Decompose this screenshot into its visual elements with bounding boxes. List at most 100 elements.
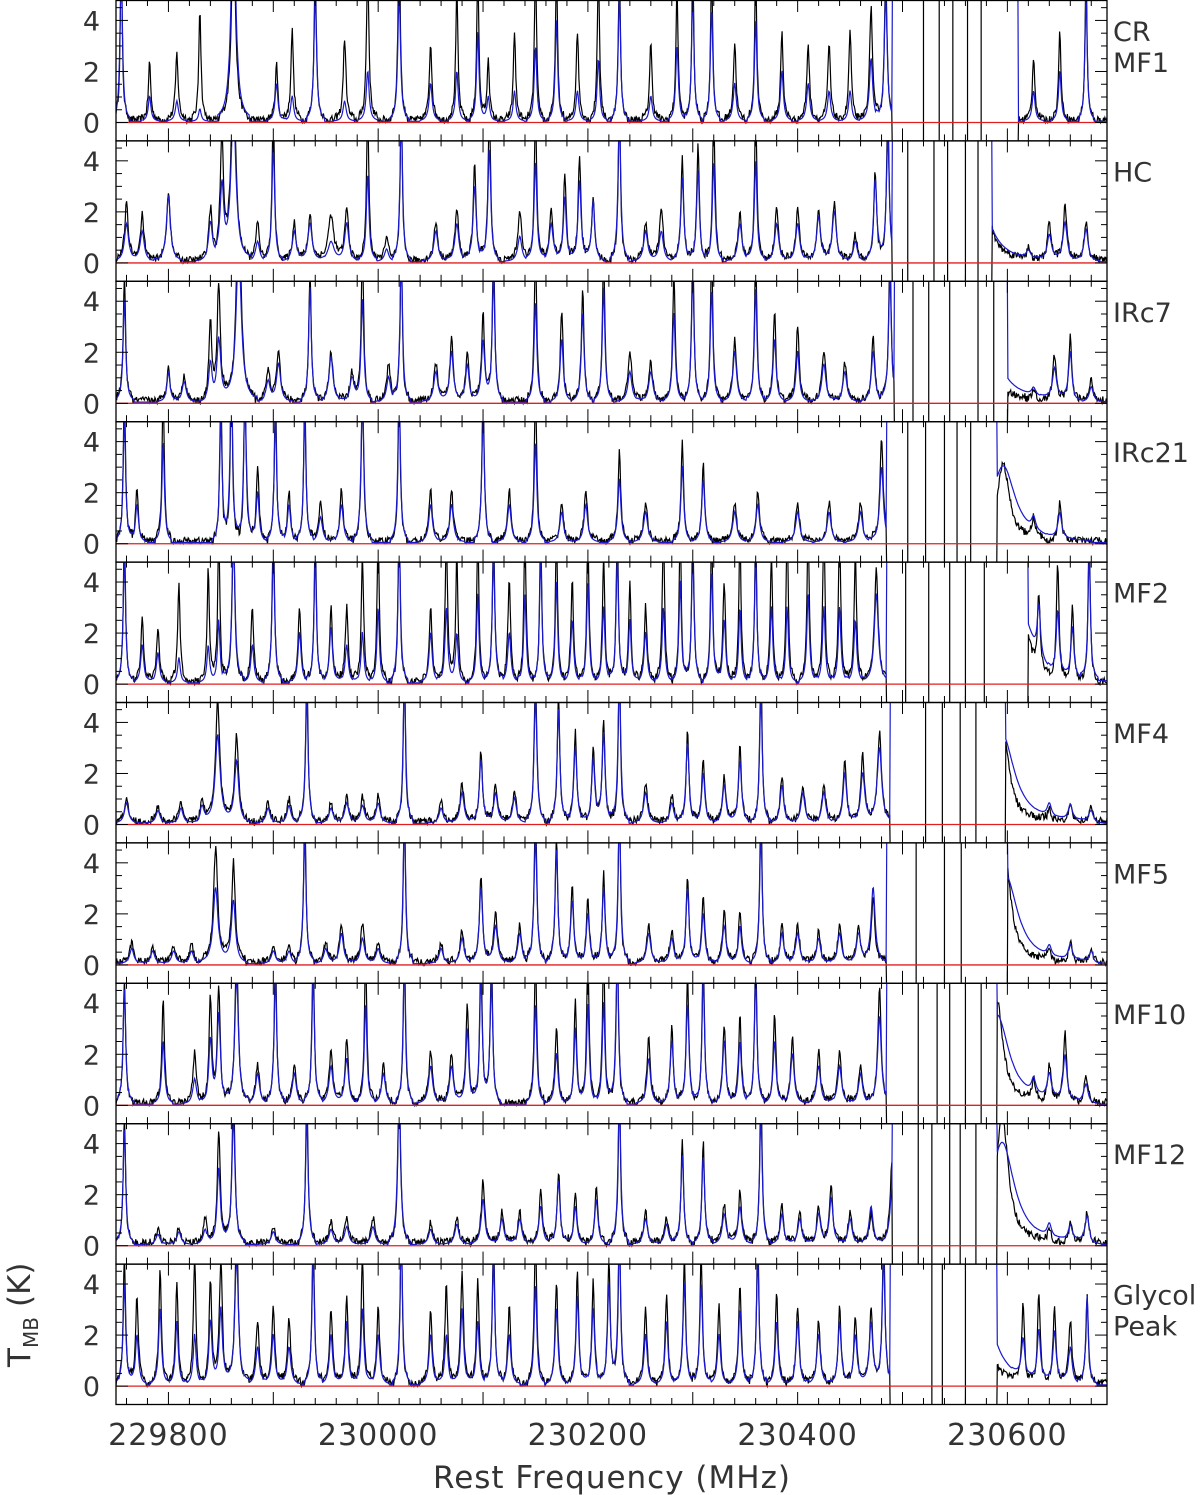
y-axis-label: T MB (K) — [2, 1262, 43, 1368]
panel-mf2: 0 2 4 MF2 — [83, 561, 1169, 704]
panel-frame — [115, 1263, 1108, 1406]
panel-plot-area — [116, 421, 1107, 562]
y-tick-label: 2 — [83, 198, 100, 229]
panel-irc21: 0 2 4 IRc21 — [83, 421, 1189, 563]
y-tick-label: 0 — [83, 249, 100, 280]
panel-frame — [115, 982, 1108, 1125]
observed-spectrum-line — [116, 1263, 1107, 1404]
panel-frame — [115, 701, 1108, 844]
y-tick-label: 0 — [83, 530, 100, 561]
panel-irc7: 0 2 4 IRc7 — [83, 280, 1172, 423]
panel-label: Peak — [1113, 1312, 1177, 1343]
x-tick-label: 230600 — [947, 1418, 1068, 1453]
x-axis: 229800 230000 230200 230400 230600 — [108, 1418, 1068, 1453]
model-spectrum-line — [116, 1123, 1107, 1247]
x-axis-label: Rest Frequency (MHz) — [433, 1460, 791, 1495]
y-tick-label: 4 — [83, 989, 100, 1020]
x-tick-label: 229800 — [108, 1418, 229, 1453]
y-tick-label: 4 — [83, 849, 100, 880]
panel-plot-area — [116, 982, 1107, 1124]
y-tick-label: 4 — [83, 708, 100, 739]
model-spectrum-line — [116, 702, 1107, 825]
panel-plot-area — [116, 561, 1107, 702]
y-tick-label: 2 — [83, 479, 100, 510]
x-tick-label: 230400 — [737, 1418, 858, 1453]
y-tick-label: 2 — [83, 57, 100, 88]
panel-frame — [115, 421, 1108, 563]
panel-label: MF12 — [1113, 1140, 1186, 1171]
panel-hc: 0 2 4 HC — [83, 140, 1152, 282]
x-tick-label: 230200 — [528, 1418, 649, 1453]
y-tick-label: 4 — [83, 6, 100, 37]
panel-label: MF2 — [1113, 579, 1169, 610]
panel-mf4: 0 2 4 MF4 — [83, 701, 1169, 844]
observed-spectrum-line — [116, 561, 1107, 702]
panel-label: MF1 — [1113, 48, 1169, 79]
y-tick-label: 0 — [83, 811, 100, 842]
y-axis-label-subscript: MB — [19, 1317, 43, 1348]
y-tick-label: 0 — [83, 1232, 100, 1263]
panel-plot-area — [116, 702, 1107, 843]
y-tick-label: 4 — [83, 568, 100, 599]
model-spectrum-line — [116, 982, 1107, 1105]
panel-plot-area — [116, 842, 1107, 983]
panel-frame — [115, 280, 1108, 423]
model-spectrum-line — [116, 140, 1107, 263]
observed-spectrum-line — [116, 842, 1107, 983]
panel-label: CR — [1113, 17, 1151, 48]
y-tick-label: 2 — [83, 1040, 100, 1071]
y-tick-label: 0 — [83, 1372, 100, 1403]
panel-plot-area — [116, 140, 1107, 281]
y-tick-label: 2 — [83, 900, 100, 931]
y-axis-label-unit: (K) — [2, 1262, 38, 1307]
y-tick-label: 4 — [83, 147, 100, 178]
model-spectrum-line — [116, 0, 1107, 122]
model-spectrum-line — [116, 561, 1107, 685]
observed-spectrum-line — [116, 1123, 1107, 1264]
y-tick-label: 2 — [83, 619, 100, 650]
x-tick-label: 230000 — [318, 1418, 439, 1453]
y-tick-label: 2 — [83, 1321, 100, 1352]
y-tick-label: 4 — [83, 428, 100, 459]
observed-spectrum-line — [116, 280, 1107, 422]
panel-plot-area — [116, 0, 1107, 141]
y-tick-label: 0 — [83, 670, 100, 701]
y-tick-label: 4 — [83, 1130, 100, 1161]
model-spectrum-line — [116, 280, 1107, 405]
panel-label: IRc21 — [1113, 438, 1189, 469]
panel-label: MF4 — [1113, 719, 1169, 750]
panel-plot-area — [116, 280, 1107, 422]
y-axis-label-main: T — [2, 1347, 38, 1368]
y-tick-label: 4 — [83, 287, 100, 318]
panel-plot-area — [116, 1123, 1107, 1264]
model-spectrum-line — [116, 1263, 1107, 1388]
observed-spectrum-line — [116, 140, 1107, 281]
panel-label: Glycol — [1113, 1281, 1196, 1312]
y-tick-label: 2 — [83, 338, 100, 369]
y-tick-label: 2 — [83, 1181, 100, 1212]
panel-plot-area — [116, 1263, 1107, 1404]
panel-mf5: 0 2 4 MF5 — [83, 842, 1169, 984]
observed-spectrum-line — [116, 421, 1107, 562]
observed-spectrum-line — [116, 0, 1107, 141]
panel-mf12: 0 2 4 MF12 — [83, 1123, 1186, 1265]
panel-label: IRc7 — [1113, 298, 1172, 329]
observed-spectrum-line — [116, 982, 1107, 1124]
y-tick-label: 0 — [83, 951, 100, 982]
y-tick-label: 0 — [83, 389, 100, 420]
model-spectrum-line — [116, 842, 1107, 965]
panel-label: MF10 — [1113, 1000, 1186, 1031]
panel-label: MF5 — [1113, 859, 1169, 890]
y-tick-label: 0 — [83, 1091, 100, 1122]
panel-mf10: 0 2 4 MF10 — [83, 982, 1186, 1125]
y-tick-label: 4 — [83, 1270, 100, 1301]
observed-spectrum-line — [116, 702, 1107, 843]
y-tick-label: 0 — [83, 109, 100, 140]
panel-label: HC — [1113, 157, 1152, 188]
model-spectrum-line — [116, 421, 1107, 544]
y-tick-label: 2 — [83, 759, 100, 790]
